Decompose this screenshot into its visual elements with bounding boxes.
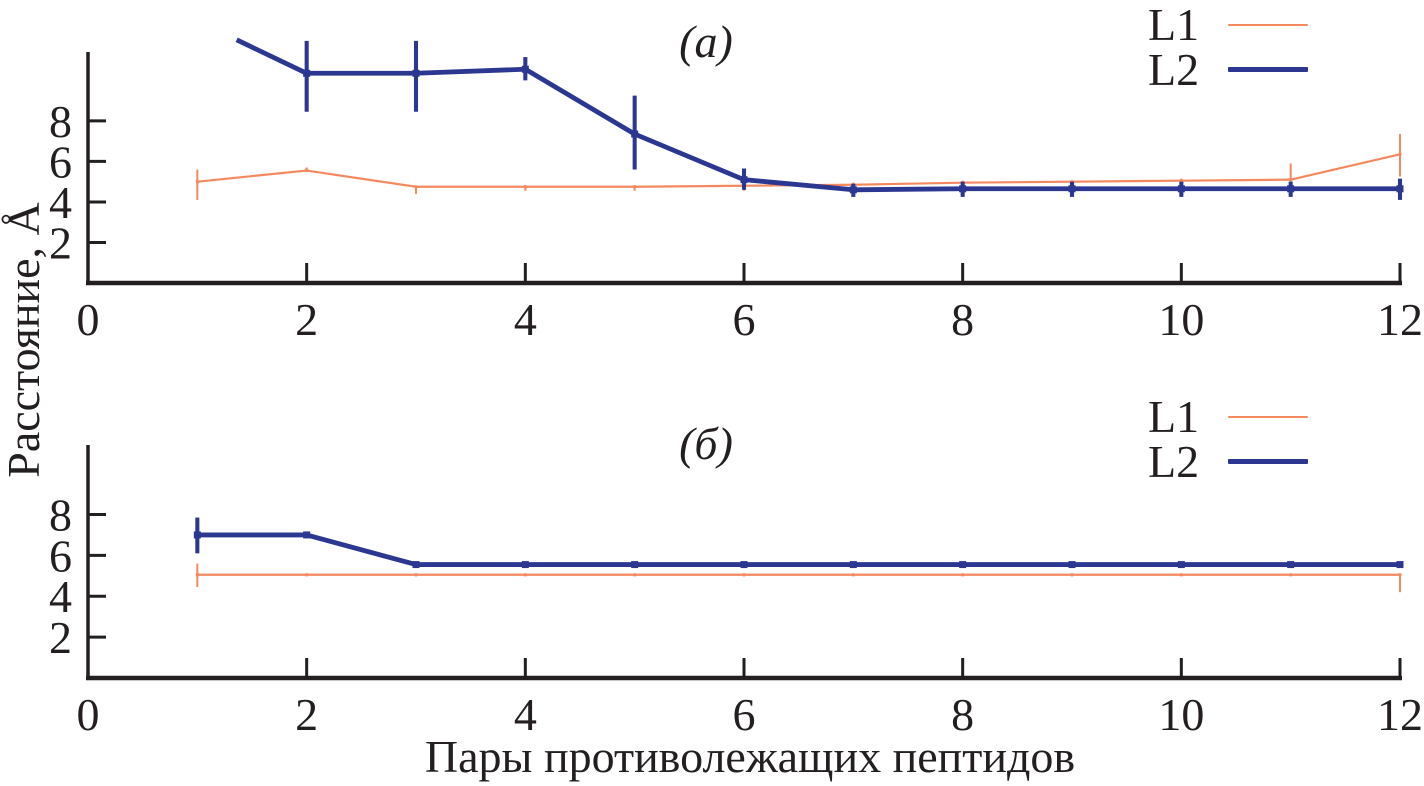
l2-line-swatch [1228, 459, 1308, 464]
panel-a-label: (а) [679, 16, 733, 67]
legend-item-l1: L1 [1148, 0, 1308, 50]
svg-text:10: 10 [1158, 294, 1204, 345]
legend-panel-a: L1 L2 [1148, 0, 1308, 95]
legend-item-l1: L1 [1148, 391, 1308, 442]
legend-label-l1: L1 [1148, 0, 1200, 50]
l1-line-swatch [1228, 415, 1308, 418]
svg-text:10: 10 [1158, 689, 1204, 740]
svg-text:8: 8 [951, 689, 974, 740]
legend-label-l2: L2 [1148, 436, 1200, 487]
svg-text:4: 4 [514, 689, 537, 740]
svg-text:0: 0 [77, 294, 100, 345]
x-axis-title: Пары противолежащих пептидов [424, 731, 1076, 782]
svg-text:8: 8 [951, 294, 974, 345]
svg-text:6: 6 [49, 136, 72, 187]
svg-text:4: 4 [49, 177, 72, 228]
svg-text:12: 12 [1377, 294, 1423, 345]
svg-text:0: 0 [77, 689, 100, 740]
svg-text:8: 8 [49, 489, 72, 540]
svg-text:2: 2 [295, 294, 318, 345]
svg-text:6: 6 [733, 294, 756, 345]
svg-text:4: 4 [514, 294, 537, 345]
svg-text:8: 8 [49, 96, 72, 147]
legend-label-l1: L1 [1148, 391, 1200, 442]
y-axis-title: Расстояние, Å [0, 202, 49, 478]
l2-line-swatch [1228, 67, 1308, 72]
l1-line-swatch [1228, 23, 1308, 26]
legend-item-l2: L2 [1148, 436, 1308, 487]
svg-text:2: 2 [295, 689, 318, 740]
panel-b-label: (б) [679, 418, 733, 469]
svg-text:6: 6 [49, 530, 72, 581]
svg-text:2: 2 [49, 217, 72, 268]
legend-label-l2: L2 [1148, 44, 1200, 95]
legend-panel-b: L1 L2 [1148, 391, 1308, 487]
svg-text:2: 2 [49, 612, 72, 663]
svg-text:12: 12 [1377, 689, 1423, 740]
svg-text:4: 4 [49, 571, 72, 622]
svg-text:6: 6 [733, 689, 756, 740]
legend-item-l2: L2 [1148, 44, 1308, 95]
